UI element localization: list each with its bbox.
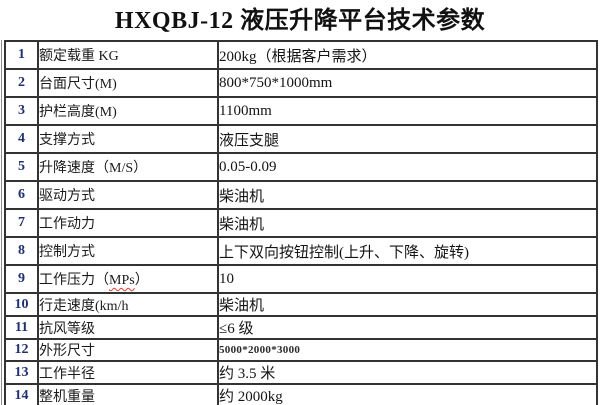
param-value-cell: 10	[217, 264, 598, 294]
row-number-cell: 9	[4, 264, 39, 294]
table-row: 8 控制方式 上下双向按钮控制(上升、下降、旋转)	[4, 236, 598, 266]
table-row: 11 抗风等级 ≤6 级	[4, 315, 598, 340]
table-row: 10 行走速度(km/h 柴油机	[4, 292, 598, 317]
table-row: 13 工作半径约 3.5 米	[4, 360, 598, 385]
param-name-cell: 外形尺寸	[37, 338, 219, 362]
param-name-cell: 控制方式	[37, 236, 219, 266]
spec-table: 1 额定载重 KG 200kg（根据客户需求） 2 台面尺寸(M) 800*750*100…	[4, 40, 598, 405]
param-value-cell: 约 2000kg	[217, 383, 598, 405]
param-value-cell: 约 3.5 米	[217, 360, 598, 385]
param-name-cell: 工作动力	[37, 208, 219, 238]
param-name-cell: 支撑方式	[37, 124, 219, 154]
param-value-cell: 上下双向按钮控制(上升、下降、旋转)	[217, 236, 598, 266]
row-number-cell: 5	[4, 152, 39, 182]
table-row: 12 外形尺寸 5000*2000*3000	[4, 338, 598, 362]
table-row: 9 工作压力（MPs） 10	[4, 264, 598, 294]
table-row: 5 升降速度（M/S） 0.05-0.09	[4, 152, 598, 182]
row-number-cell: 8	[4, 236, 39, 266]
param-value-cell: 液压支腿	[217, 124, 598, 154]
param-name-cell: 整机重量	[37, 383, 219, 405]
spellcheck-flagged-text: MPs	[109, 273, 135, 288]
param-value-cell: 800*750*1000mm	[217, 68, 598, 98]
table-row: 3 护栏高度(M) 1100mm	[4, 96, 598, 126]
table-row: 4 支撑方式 液压支腿	[4, 124, 598, 154]
param-value-cell: 柴油机	[217, 208, 598, 238]
spec-table-body: 1 额定载重 KG 200kg（根据客户需求） 2 台面尺寸(M) 800*750*100…	[4, 40, 598, 405]
table-row: 6 驱动方式 柴油机	[4, 180, 598, 210]
param-name-cell: 额定载重 KG	[37, 40, 219, 70]
row-number-cell: 13	[4, 360, 39, 385]
row-number-cell: 7	[4, 208, 39, 238]
param-name-cell: 抗风等级	[37, 315, 219, 340]
row-number-cell: 3	[4, 96, 39, 126]
param-name-cell: 工作半径	[37, 360, 219, 385]
param-name-cell: 台面尺寸(M)	[37, 68, 219, 98]
row-number-cell: 14	[4, 383, 39, 405]
param-value-cell: 5000*2000*3000	[217, 338, 598, 362]
param-value-cell: ≤6 级	[217, 315, 598, 340]
row-number-cell: 2	[4, 68, 39, 98]
table-row: 14 整机重量约 2000kg	[4, 383, 598, 405]
param-name-cell: 升降速度（M/S）	[37, 152, 219, 182]
row-number-cell: 12	[4, 338, 39, 362]
table-row: 1 额定载重 KG 200kg（根据客户需求）	[4, 40, 598, 70]
table-row: 2 台面尺寸(M) 800*750*1000mm	[4, 68, 598, 98]
param-name-cell: 护栏高度(M)	[37, 96, 219, 126]
param-value-cell: 柴油机	[217, 292, 598, 317]
row-number-cell: 4	[4, 124, 39, 154]
row-number-cell: 11	[4, 315, 39, 340]
row-number-cell: 1	[4, 40, 39, 70]
param-value-cell: 0.05-0.09	[217, 152, 598, 182]
param-value-cell: 1100mm	[217, 96, 598, 126]
row-number-cell: 10	[4, 292, 39, 317]
table-row: 7 工作动力 柴油机	[4, 208, 598, 238]
param-name-cell: 工作压力（MPs）	[37, 264, 219, 294]
spec-table-container: 1 额定载重 KG 200kg（根据客户需求） 2 台面尺寸(M) 800*750*100…	[1, 40, 600, 405]
row-number-cell: 6	[4, 180, 39, 210]
param-name-cell: 行走速度(km/h	[37, 292, 219, 317]
param-value-cell: 柴油机	[217, 180, 598, 210]
param-value-cell: 200kg（根据客户需求）	[217, 40, 598, 70]
page-title: HXQBJ-12 液压升降平台技术参数	[114, 8, 486, 34]
param-name-cell: 驱动方式	[37, 180, 219, 210]
